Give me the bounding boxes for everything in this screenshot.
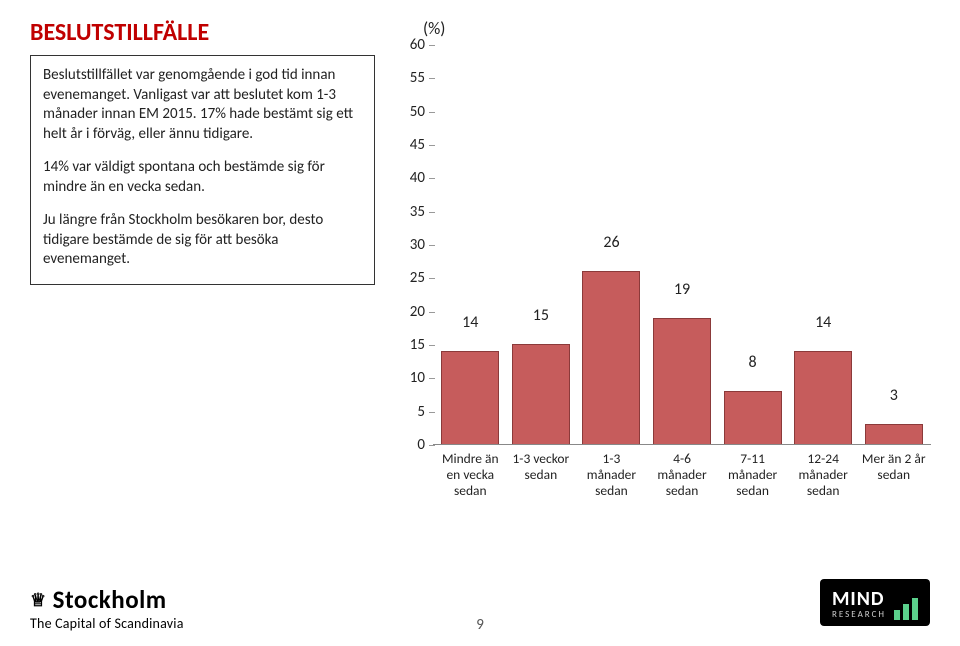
- bar-value-label: 8: [717, 353, 788, 372]
- logo-minibar: [903, 604, 909, 620]
- logo-right-bars-icon: [894, 598, 918, 620]
- y-tick-label: 55: [401, 69, 425, 87]
- paragraph-1: Beslutstillfället var genomgående i god …: [43, 66, 362, 144]
- crown-icon: ♕: [30, 591, 47, 609]
- bar-chart: (%) 051015202530354045505560 14152619814…: [395, 18, 935, 518]
- x-category-label: 7-11 månader sedan: [717, 449, 788, 500]
- y-tick-label: 40: [401, 169, 425, 187]
- paragraph-3: Ju längre från Stockholm besökaren bor, …: [43, 211, 362, 270]
- bar: [724, 391, 782, 444]
- mind-research-logo: MIND RESEARCH: [820, 579, 930, 626]
- logo-left-line1: Stockholm: [53, 584, 167, 615]
- logo-minibar: [912, 598, 918, 620]
- y-tick-label: 60: [401, 36, 425, 54]
- bar-value-label: 26: [576, 233, 647, 252]
- y-tick-label: 45: [401, 136, 425, 154]
- bar-column: 3: [858, 45, 929, 444]
- logo-right-word: MIND: [832, 587, 886, 611]
- y-tick-label: 0: [401, 436, 425, 454]
- bar: [865, 424, 923, 444]
- y-tick-label: 5: [401, 403, 425, 421]
- y-tick-label: 20: [401, 303, 425, 321]
- chart-unit-label: (%): [423, 18, 935, 39]
- y-tick-mark: [429, 445, 435, 446]
- y-tick-label: 15: [401, 336, 425, 354]
- logo-minibar: [894, 610, 900, 620]
- logo-left-line2: The Capital of Scandinavia: [30, 615, 184, 632]
- bar-value-label: 15: [506, 306, 577, 325]
- paragraph-2: 14% var väldigt spontana och bestämde si…: [43, 158, 362, 197]
- bar-column: 15: [506, 45, 577, 444]
- x-category-label: Mindre än en vecka sedan: [435, 449, 506, 500]
- bar-column: 8: [717, 45, 788, 444]
- bar: [582, 271, 640, 444]
- bar: [512, 344, 570, 444]
- x-category-label: 12-24 månader sedan: [788, 449, 859, 500]
- stockholm-logo: ♕ Stockholm The Capital of Scandinavia: [30, 584, 184, 632]
- bar-column: 26: [576, 45, 647, 444]
- y-tick-label: 25: [401, 269, 425, 287]
- x-category-label: 1-3 månader sedan: [576, 449, 647, 500]
- bar: [441, 351, 499, 444]
- x-category-label: Mer än 2 år sedan: [858, 449, 929, 500]
- page-number: 9: [476, 616, 484, 634]
- y-tick-label: 50: [401, 103, 425, 121]
- bar-column: 14: [788, 45, 859, 444]
- bar-value-label: 14: [435, 313, 506, 332]
- bar-value-label: 14: [788, 313, 859, 332]
- logo-right-sub: RESEARCH: [832, 609, 886, 620]
- y-axis: 051015202530354045505560: [401, 45, 429, 445]
- description-box: Beslutstillfället var genomgående i god …: [30, 55, 375, 285]
- y-tick-label: 35: [401, 203, 425, 221]
- bar-value-label: 19: [647, 280, 718, 299]
- chart-plot-area: 141526198143: [433, 45, 931, 445]
- x-axis-labels: Mindre än en vecka sedan1-3 veckor sedan…: [433, 449, 931, 500]
- x-category-label: 4-6 månader sedan: [647, 449, 718, 500]
- bar-value-label: 3: [858, 386, 929, 405]
- bar: [794, 351, 852, 444]
- bar-column: 19: [647, 45, 718, 444]
- x-category-label: 1-3 veckor sedan: [506, 449, 577, 500]
- y-tick-label: 10: [401, 369, 425, 387]
- bar: [653, 318, 711, 444]
- bar-column: 14: [435, 45, 506, 444]
- y-tick-label: 30: [401, 236, 425, 254]
